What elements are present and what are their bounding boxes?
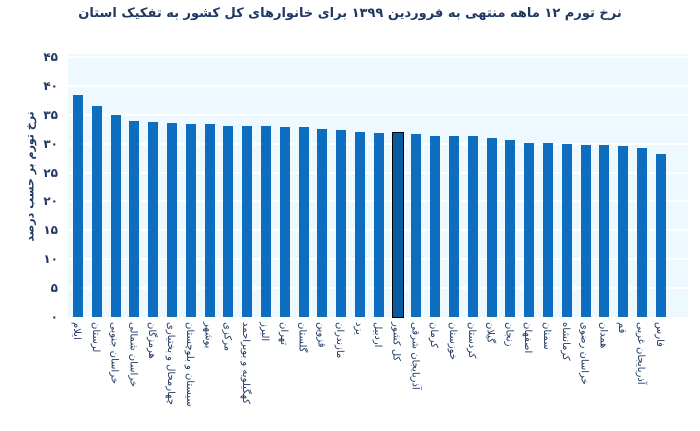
y-tick-label: ۲۵ <box>43 165 58 180</box>
y-tick-label: ۴۵ <box>43 50 58 64</box>
bar <box>391 131 404 319</box>
x-tick-label: مازندران <box>334 322 346 359</box>
x-tick-label: یزد <box>353 322 364 335</box>
x-tick-label: همدان <box>597 322 609 349</box>
bar <box>298 126 309 317</box>
bar <box>618 145 629 317</box>
y-tick-label: ۱۵ <box>43 223 58 238</box>
gridline <box>68 56 688 58</box>
x-tick-label: هرمزگان <box>146 322 158 359</box>
x-tick-label: خوزستان <box>447 322 458 360</box>
x-tick-label: گلستان <box>296 322 308 353</box>
bar <box>279 126 290 317</box>
x-tick-label: مرکزی <box>221 322 233 351</box>
x-tick-label: فارس <box>653 322 665 347</box>
y-tick-label: ۲۰ <box>43 194 58 209</box>
bar <box>486 138 497 317</box>
x-tick-label: گیلان <box>484 322 496 344</box>
bar <box>204 124 215 317</box>
bar <box>261 125 271 317</box>
x-tick-label: کرمان <box>428 322 440 349</box>
bar <box>223 125 234 317</box>
bar <box>449 135 459 317</box>
bar <box>543 143 553 317</box>
plot-area <box>68 54 688 319</box>
gridline <box>68 84 688 87</box>
bar <box>185 124 196 317</box>
x-tick-label: کردستان <box>465 322 477 359</box>
x-tick-label: قم <box>616 322 628 334</box>
x-tick-label: خراسان جنوبی <box>108 322 120 384</box>
bar <box>637 148 647 317</box>
x-tick-label: آذربایجان غربی <box>635 322 646 385</box>
bar <box>524 143 535 317</box>
bar <box>110 114 121 317</box>
bar <box>411 134 422 317</box>
bar <box>430 135 441 317</box>
x-tick-label: کهگیلویه و بویراحمد <box>240 322 252 404</box>
x-tick-label: اصفهان <box>522 322 534 354</box>
bar <box>336 129 347 317</box>
gridline <box>68 113 688 116</box>
bar <box>505 140 516 317</box>
x-tick-label: بوشهر <box>202 322 214 349</box>
x-tick-label: ایلام <box>71 322 82 340</box>
x-tick-label: تهران <box>277 322 289 346</box>
x-tick-label: آذربایجان شرقی <box>409 322 421 390</box>
bar <box>580 145 591 317</box>
y-tick-label: ۵ <box>50 281 58 296</box>
x-tick-label: کرمانشاه <box>559 322 571 361</box>
bar <box>167 122 177 317</box>
y-tick-label: ۰ <box>50 310 58 324</box>
y-tick-label: ۳۰ <box>43 136 58 151</box>
bar <box>373 132 384 317</box>
x-tick-label: کل کشور <box>390 322 402 362</box>
bar <box>467 136 478 317</box>
x-tick-label: لرستان <box>89 322 101 353</box>
x-tick-label: البرز <box>259 322 270 342</box>
bar <box>561 144 572 317</box>
x-tick-label: خراسان شمالی <box>127 322 139 388</box>
y-tick-label: ۴۰ <box>43 78 58 93</box>
x-tick-label: خراسان رضوی <box>578 322 590 385</box>
bar <box>148 121 159 317</box>
bar <box>91 106 102 317</box>
bar <box>355 131 365 317</box>
y-tick-label: ۳۵ <box>43 107 58 122</box>
bar <box>599 145 610 317</box>
y-tick-label: ۱۰ <box>43 252 58 267</box>
bar <box>73 94 83 317</box>
x-tick-label: چهارمحال و بختیاری <box>165 322 176 405</box>
x-tick-label: سیستان و بلوچستان <box>183 322 195 407</box>
x-tick-label: سمنان <box>541 322 552 350</box>
bar <box>242 125 253 317</box>
x-tick-label: زنجان <box>503 322 515 347</box>
chart-title: نرخ تورم ۱۲ ماهه منتهی به فروردین ۱۳۹۹ ب… <box>78 6 622 21</box>
bar <box>129 121 140 317</box>
x-tick-label: اردبیل <box>371 322 383 348</box>
x-tick-label: قزوین <box>315 322 327 348</box>
bar <box>317 128 328 317</box>
bar <box>655 154 666 317</box>
